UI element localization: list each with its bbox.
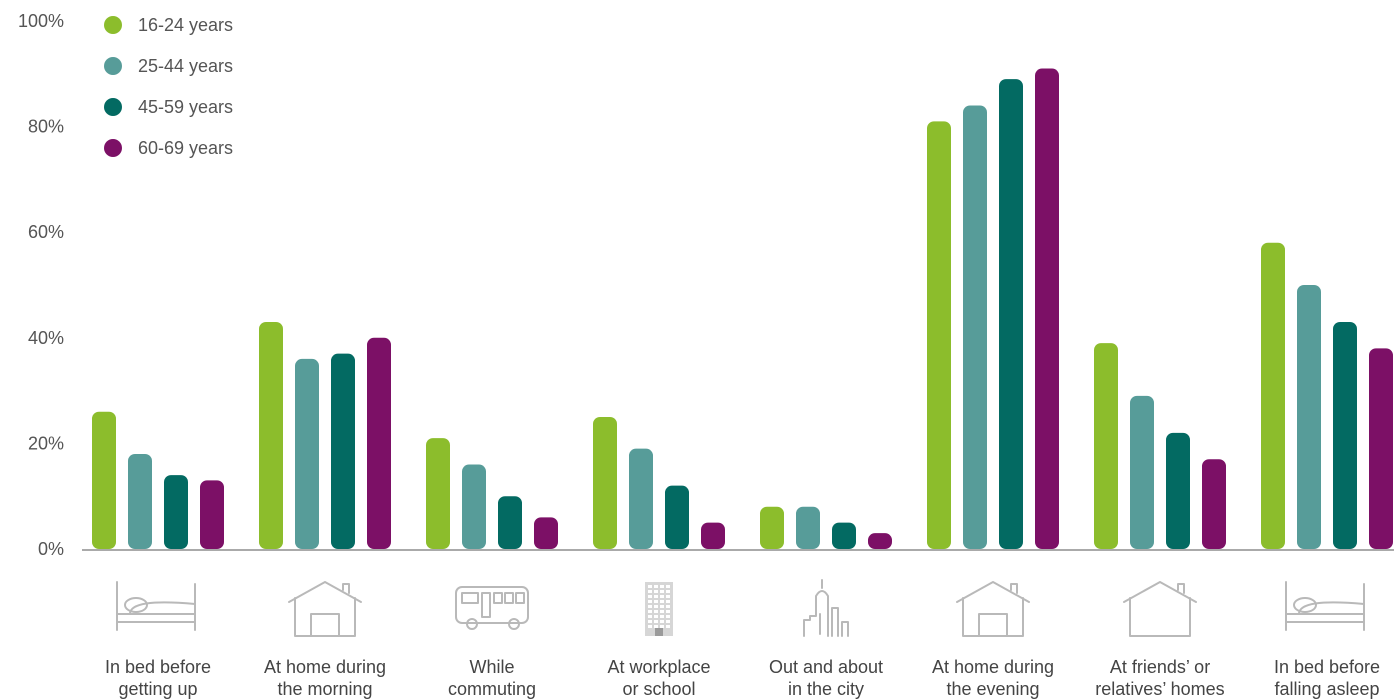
bar-3-series-1 (426, 438, 450, 549)
bar-5-series-1 (760, 506, 784, 549)
bar-1-series-4 (200, 480, 224, 549)
bar-2-series-4 (367, 337, 391, 549)
bar-5-series-4 (868, 533, 892, 549)
category-label: getting up (118, 679, 197, 699)
category-label: commuting (448, 679, 536, 699)
y-tick-label: 100% (18, 11, 64, 31)
bar-3-series-2 (462, 464, 486, 549)
house-icon (956, 581, 1030, 637)
category-label: In bed before (105, 657, 211, 677)
city-skyline-icon (803, 579, 849, 637)
y-tick-label: 0% (38, 539, 64, 559)
bar-7-series-3 (1166, 432, 1190, 549)
bar-1-series-1 (92, 411, 116, 549)
y-tick-label: 80% (28, 117, 64, 137)
y-tick-label: 40% (28, 328, 64, 348)
legend-swatch (104, 16, 122, 34)
legend-label: 16-24 years (138, 15, 233, 35)
bus-icon (455, 586, 529, 630)
legend: 16-24 years 25-44 years 45-59 years 60-69 y… (104, 15, 233, 158)
category-label: in the city (788, 679, 864, 699)
category-label: At friends’ or (1110, 657, 1210, 677)
bar-6-series-3 (999, 79, 1023, 549)
bar-2-series-1 (259, 321, 283, 549)
category-label: the evening (946, 679, 1039, 699)
bar-8-series-2 (1297, 285, 1321, 549)
category-label: or school (622, 679, 695, 699)
bar-7-series-2 (1130, 395, 1154, 549)
category-label: relatives’ homes (1095, 679, 1224, 699)
bars-group (92, 68, 1393, 550)
legend-swatch (104, 98, 122, 116)
bar-8-series-4 (1369, 348, 1393, 549)
y-tick-label: 60% (28, 222, 64, 242)
bar-2-series-2 (295, 358, 319, 549)
bar-4-series-1 (593, 417, 617, 549)
y-tick-label: 20% (28, 433, 64, 453)
category-label: At home during (932, 657, 1054, 677)
bar-5-series-3 (832, 522, 856, 549)
bar-1-series-2 (128, 453, 152, 549)
bar-3-series-3 (498, 496, 522, 549)
legend-swatch (104, 57, 122, 75)
bar-3-series-4 (534, 517, 558, 549)
y-axis: 0% 20% 40% 60% 80% 100% (18, 11, 64, 559)
bar-8-series-3 (1333, 321, 1357, 549)
legend-label: 45-59 years (138, 97, 233, 117)
bar-6-series-1 (927, 121, 951, 549)
bar-1-series-3 (164, 475, 188, 549)
bar-2-series-3 (331, 353, 355, 549)
category-label: While (469, 657, 514, 677)
bar-8-series-1 (1261, 242, 1285, 549)
bar-6-series-4 (1035, 68, 1059, 550)
bar-4-series-3 (665, 485, 689, 549)
bar-7-series-4 (1202, 459, 1226, 549)
bed-icon (116, 581, 196, 631)
legend-swatch (104, 139, 122, 157)
category-icons (116, 579, 1365, 637)
house-icon (288, 581, 362, 637)
house-outline-icon (1123, 581, 1197, 637)
bar-4-series-2 (629, 448, 653, 549)
office-building-icon (645, 582, 673, 636)
category-label: In bed before (1274, 657, 1380, 677)
bar-6-series-2 (963, 105, 987, 549)
category-label: Out and about (769, 657, 883, 677)
legend-label: 60-69 years (138, 138, 233, 158)
category-label: the morning (277, 679, 372, 699)
category-label: falling asleep (1274, 679, 1379, 699)
legend-label: 25-44 years (138, 56, 233, 76)
category-label: At home during (264, 657, 386, 677)
bar-7-series-1 (1094, 343, 1118, 549)
bed-icon (1285, 581, 1365, 631)
bar-5-series-2 (796, 506, 820, 549)
bar-4-series-4 (701, 522, 725, 549)
category-label: At workplace (607, 657, 710, 677)
